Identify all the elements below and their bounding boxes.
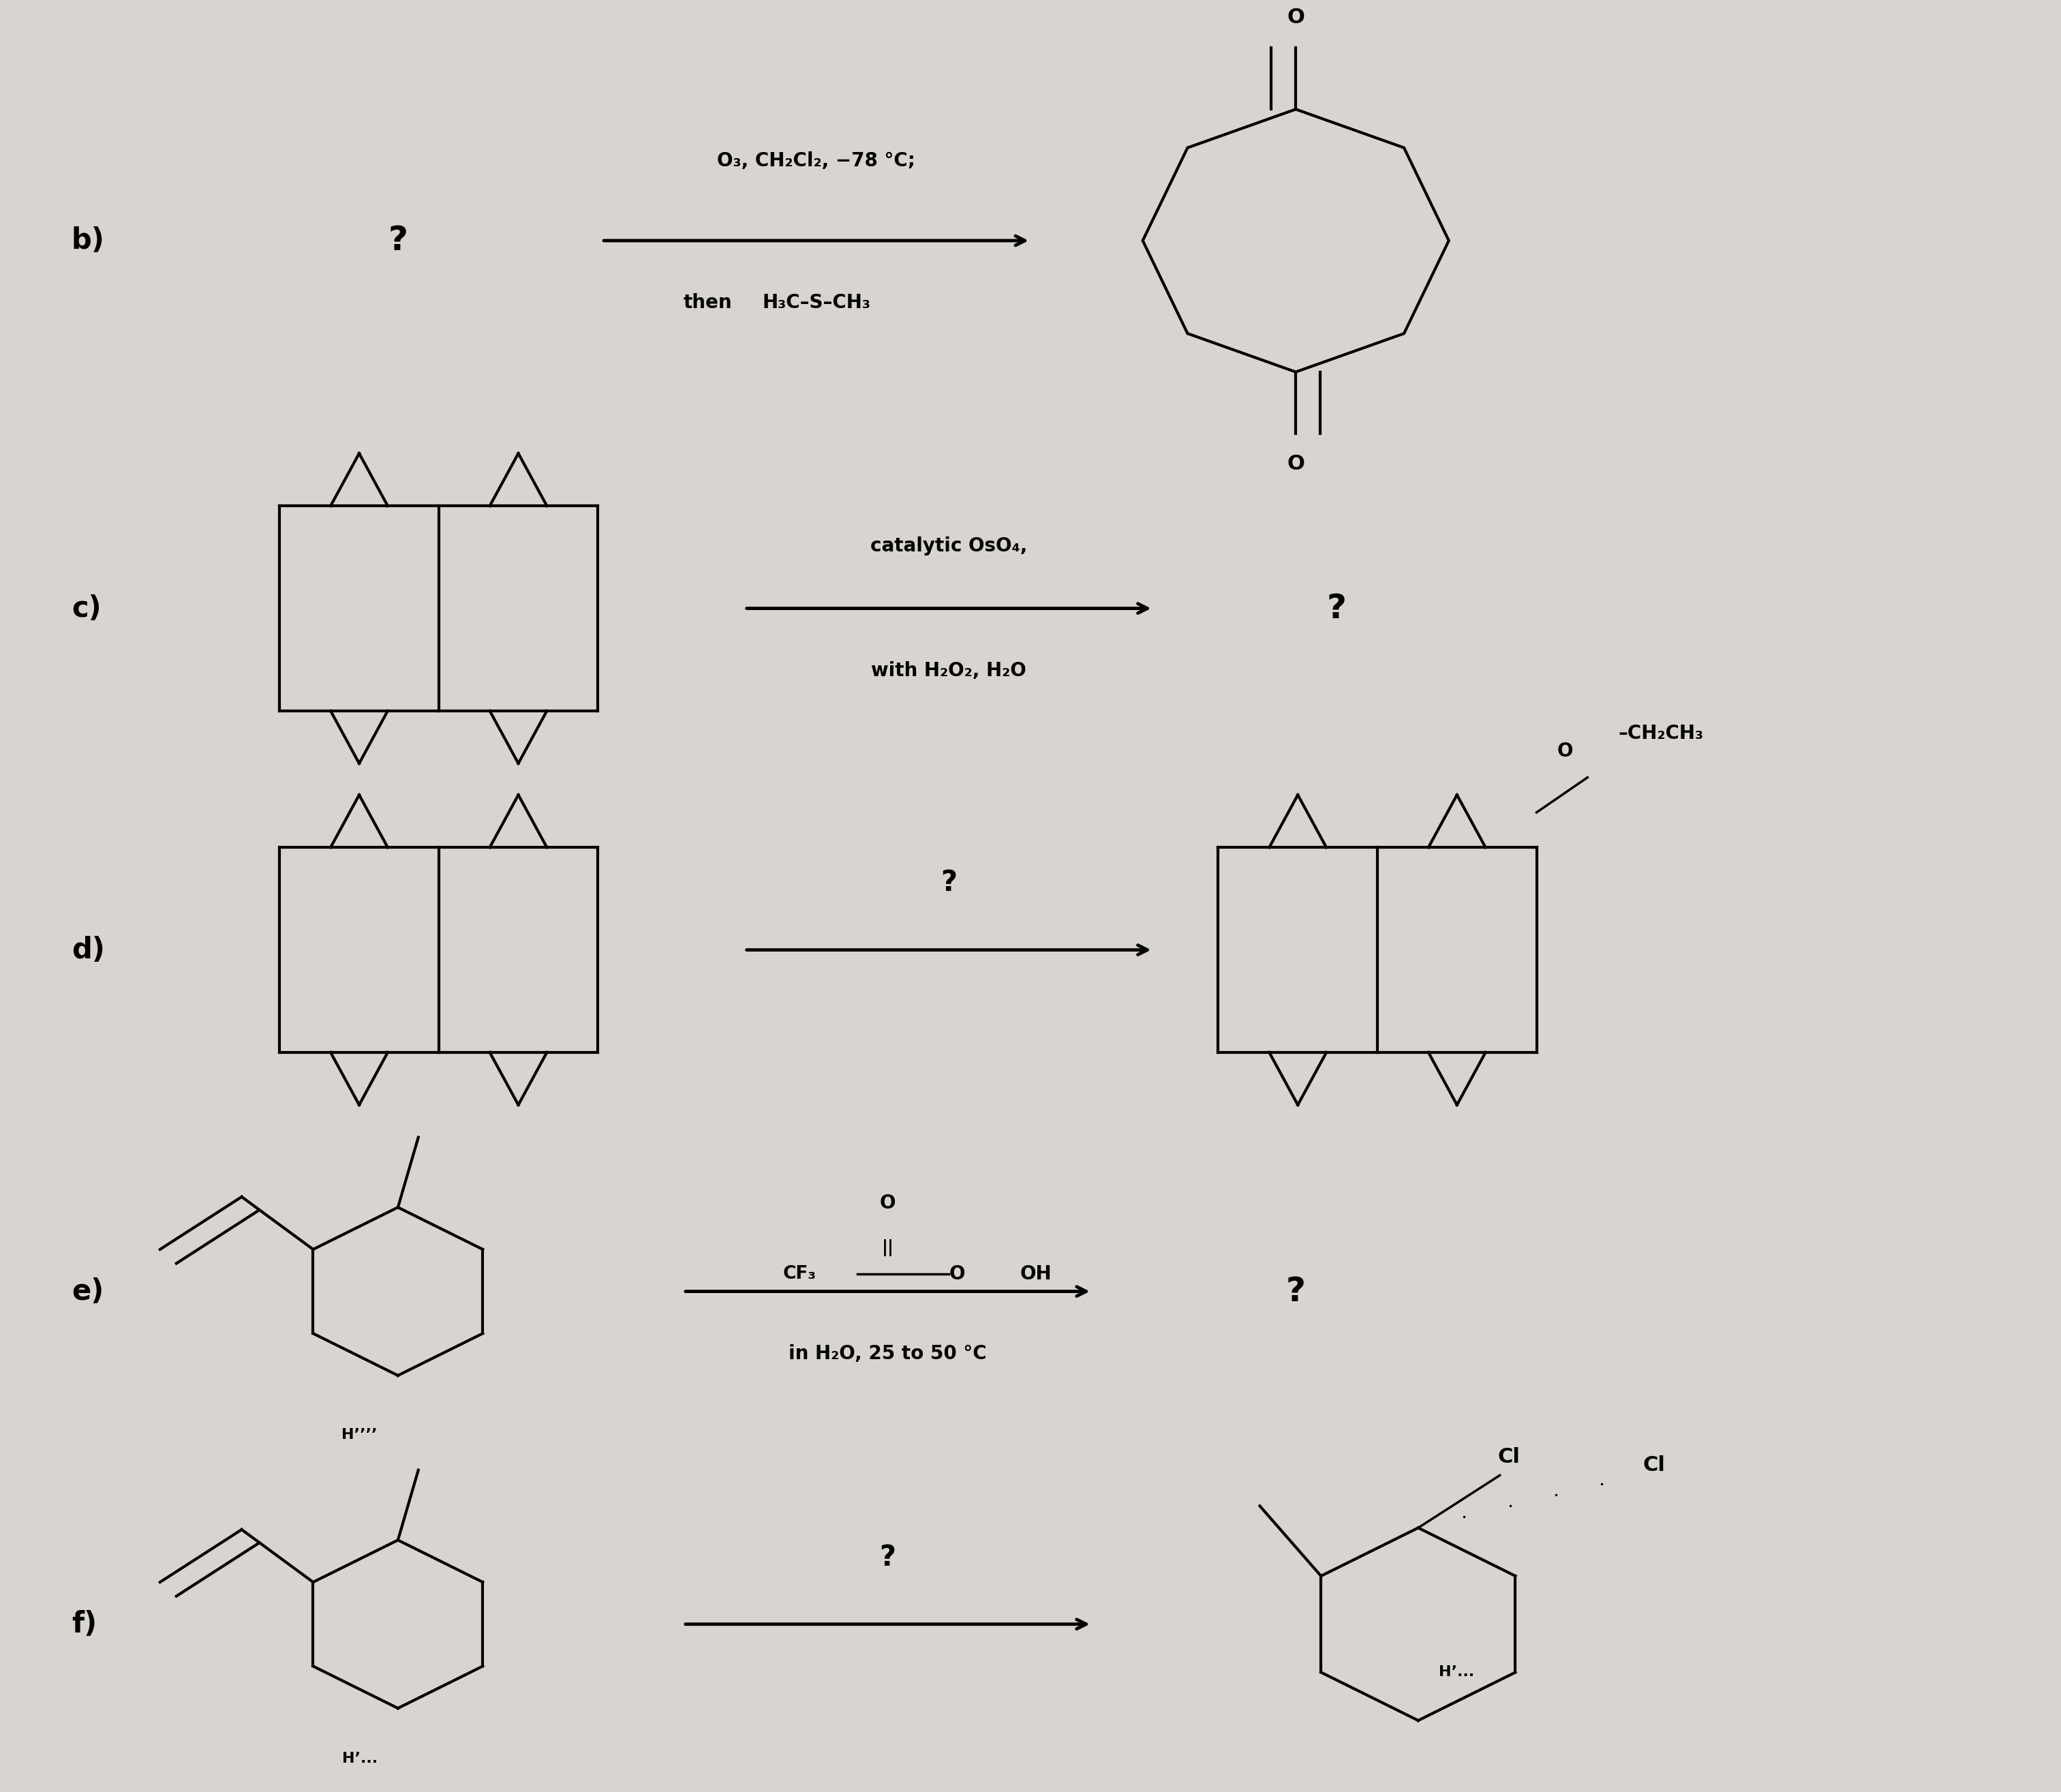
Text: H’’’’: H’’’’ bbox=[342, 1428, 377, 1441]
Text: O: O bbox=[1286, 7, 1305, 27]
Text: b): b) bbox=[72, 226, 105, 254]
Text: ||: || bbox=[882, 1240, 894, 1256]
Text: OH: OH bbox=[1020, 1265, 1051, 1283]
Text: ?: ? bbox=[1327, 591, 1346, 625]
Text: O: O bbox=[948, 1265, 965, 1283]
Text: f): f) bbox=[72, 1609, 97, 1638]
Text: d): d) bbox=[72, 935, 105, 964]
Text: ?: ? bbox=[1286, 1276, 1307, 1308]
Text: Cl: Cl bbox=[1643, 1455, 1665, 1475]
Text: with H₂O₂, H₂O: with H₂O₂, H₂O bbox=[872, 661, 1026, 679]
Text: –CH₂CH₃: –CH₂CH₃ bbox=[1618, 724, 1704, 744]
Text: e): e) bbox=[72, 1278, 103, 1306]
Text: O₃, CH₂Cl₂, −78 °C;: O₃, CH₂Cl₂, −78 °C; bbox=[717, 152, 915, 170]
Text: then: then bbox=[684, 294, 732, 312]
Text: O: O bbox=[1286, 453, 1305, 473]
Text: in H₂O, 25 to 50 °C: in H₂O, 25 to 50 °C bbox=[789, 1344, 987, 1364]
Text: c): c) bbox=[72, 595, 101, 622]
Text: H₃C–S–CH₃: H₃C–S–CH₃ bbox=[763, 294, 870, 312]
Text: ?: ? bbox=[387, 224, 408, 256]
Text: H’...: H’... bbox=[1439, 1665, 1474, 1679]
Text: O: O bbox=[1556, 742, 1573, 760]
Text: Cl: Cl bbox=[1498, 1446, 1521, 1466]
Text: O: O bbox=[880, 1193, 897, 1213]
Text: catalytic OsO₄,: catalytic OsO₄, bbox=[870, 538, 1026, 556]
Text: ?: ? bbox=[880, 1543, 897, 1572]
Text: ?: ? bbox=[940, 869, 956, 898]
Text: CF₃: CF₃ bbox=[783, 1265, 816, 1283]
Text: H’...: H’... bbox=[342, 1753, 377, 1765]
